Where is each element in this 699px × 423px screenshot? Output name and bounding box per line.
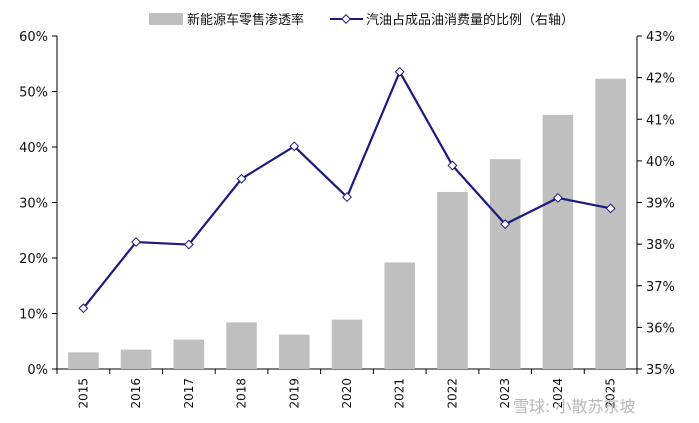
line-point (131, 237, 142, 247)
bar (68, 352, 99, 369)
line-point (78, 303, 89, 314)
line-path (82, 70, 611, 309)
y-right-tick-label: 40% (646, 155, 675, 170)
line-point (605, 203, 616, 214)
y-right-tick-label: 41% (646, 113, 675, 128)
y-right-tick-label: 36% (646, 321, 675, 336)
y-right-tick-label: 38% (646, 238, 675, 253)
bar (489, 159, 521, 369)
line-point (552, 192, 563, 203)
x-tick-label: 2023 (498, 378, 512, 409)
line-point (342, 192, 352, 203)
line-point (236, 173, 247, 184)
axes: 0% 10% 20% 30% 40% 50% 60% 35% 36% 37% 38% 39% 40% 41… (19, 30, 675, 378)
x-tick-label: 2017 (182, 378, 196, 409)
x-tick-label: 2019 (287, 378, 301, 409)
y-right-tick-label: 43% (646, 30, 675, 45)
line-point (183, 239, 194, 250)
legend-swatch-bar (149, 13, 183, 25)
bar (595, 78, 626, 370)
x-tick-label: 2021 (393, 378, 407, 409)
y-right-tick-label: 39% (646, 197, 675, 212)
legend-marker (341, 14, 351, 24)
watermark-text: 雪球: 小散苏东坡 (513, 397, 635, 416)
x-tick-label: 2022 (445, 378, 459, 409)
bar (120, 349, 152, 369)
y-left-tick-label: 30% (19, 197, 48, 212)
bar (278, 334, 310, 369)
y-left-tick-label: 60% (19, 30, 48, 45)
y-left-tick-label: 50% (19, 86, 48, 101)
bar (226, 322, 257, 369)
y-left-tick-label: 40% (19, 141, 48, 156)
x-tick-label: 2024 (551, 378, 565, 409)
line-point (289, 141, 300, 152)
y-right-tick-label: 42% (646, 72, 675, 87)
x-tick-label: 2015 (76, 378, 90, 409)
line-point (447, 160, 458, 171)
x-axis-ticks: 2015 2016 2017 2018 2019 2020 2021 2022 2023 2024… (76, 378, 617, 409)
x-tick-label: 2018 (235, 378, 249, 409)
y-left-tick-label: 0% (27, 363, 48, 378)
y-left-tick-label: 20% (19, 252, 48, 267)
bar (437, 191, 468, 369)
line-point (394, 66, 405, 77)
legend-label-bar: 新能源车零售渗透率 (187, 12, 304, 28)
y-right-tick-label: 35% (646, 363, 675, 378)
line-point (500, 219, 511, 230)
bar (542, 114, 574, 369)
line-series (78, 66, 616, 314)
x-tick-label: 2020 (340, 378, 354, 409)
legend-label-line: 汽油占成品油消费量的比例（右轴） (366, 12, 574, 28)
y-right-tick-label: 37% (646, 280, 675, 295)
x-tick-label: 2016 (129, 378, 143, 409)
bar (331, 319, 363, 369)
x-tick-label: 2025 (604, 378, 618, 409)
bar-series (68, 78, 626, 370)
bar (384, 262, 416, 369)
legend: 新能源车零售渗透率 汽油占成品油消费量的比例（右轴） (149, 12, 574, 28)
y-left-tick-label: 10% (19, 308, 48, 323)
bar (173, 339, 205, 369)
